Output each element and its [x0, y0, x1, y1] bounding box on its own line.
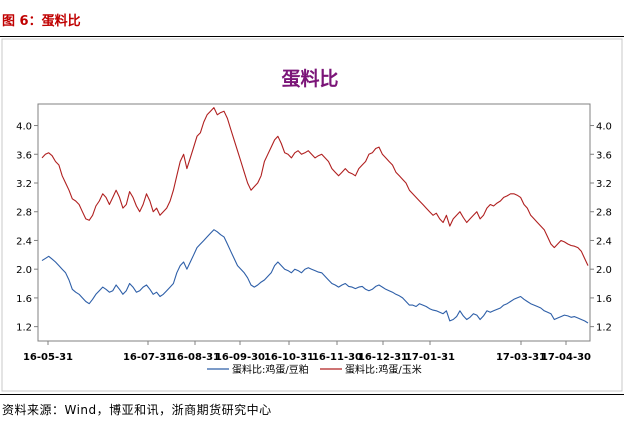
x-tick-label: 16-10-31 — [264, 352, 314, 363]
top-rule — [0, 36, 624, 37]
series-line-2 — [41, 107, 589, 266]
x-tick-label: 17-04-30 — [541, 352, 591, 363]
y-tick-label-left: 1.6 — [16, 294, 32, 305]
y-tick-label-right: 4.0 — [596, 122, 612, 133]
y-tick-label-left: 2.4 — [16, 236, 32, 247]
y-tick-label-right: 2.4 — [596, 236, 612, 247]
y-tick-label-right: 1.2 — [596, 323, 612, 334]
chart-axes: 1.2 1.2 1.6 1.6 2.0 2.0 2.4 2.4 2.8 2.8 3.2 3.2 3.6 3… — [16, 103, 612, 363]
figure-header: 图 6：蛋料比 — [0, 0, 628, 36]
x-tick-label: 16-08-31 — [170, 352, 220, 363]
series-line-1 — [41, 229, 589, 324]
y-tick-label-right: 3.2 — [596, 179, 612, 190]
bottom-rule — [0, 394, 624, 395]
x-tick-label: 16-11-30 — [312, 352, 362, 363]
legend-label-2: 蛋料比:鸡蛋/玉米 — [345, 363, 422, 376]
y-tick-label-right: 1.6 — [596, 294, 612, 305]
chart-legend: 蛋料比:鸡蛋/豆粕 蛋料比:鸡蛋/玉米 — [207, 363, 422, 376]
y-tick-label-right: 2.0 — [596, 265, 612, 276]
plot-area — [37, 103, 591, 342]
chart-area: 蛋料比 1.2 1.2 1.6 1.6 2.0 2.0 2.4 2.4 2.8 2.8 3.2 3.2… — [0, 37, 628, 393]
x-tick-label: 16-05-31 — [23, 352, 73, 363]
y-tick-label-right: 2.8 — [596, 208, 612, 219]
y-tick-label-left: 2.8 — [16, 208, 32, 219]
y-tick-label-left: 3.2 — [16, 179, 32, 190]
chart-title: 蛋料比 — [281, 67, 338, 90]
x-tick-label: 16-09-30 — [215, 352, 265, 363]
chart-frame: 蛋料比 — [1, 38, 623, 392]
y-tick-label-left: 4.0 — [16, 122, 32, 133]
y-tick-label-left: 2.0 — [16, 265, 32, 276]
chart-border — [1, 38, 623, 392]
y-tick-label-right: 3.6 — [596, 150, 612, 161]
x-tick-label: 16-07-31 — [123, 352, 173, 363]
chart-plot — [41, 107, 589, 324]
figure-label: 图 6：蛋料比 — [2, 14, 81, 29]
y-tick-label-left: 3.6 — [16, 150, 32, 161]
x-tick-label: 17-03-31 — [496, 352, 546, 363]
y-tick-label-left: 1.2 — [16, 323, 32, 334]
source-note: 资料来源：Wind，博亚和讯，浙商期货研究中心 — [2, 403, 272, 417]
x-tick-label: 16-12-31 — [358, 352, 408, 363]
x-tick-label: 17-01-31 — [405, 352, 455, 363]
line-chart: 蛋料比 1.2 1.2 1.6 1.6 2.0 2.0 2.4 2.4 2.8 2.8 3.2 3.2… — [1, 38, 623, 392]
legend-label-1: 蛋料比:鸡蛋/豆粕 — [232, 363, 309, 376]
